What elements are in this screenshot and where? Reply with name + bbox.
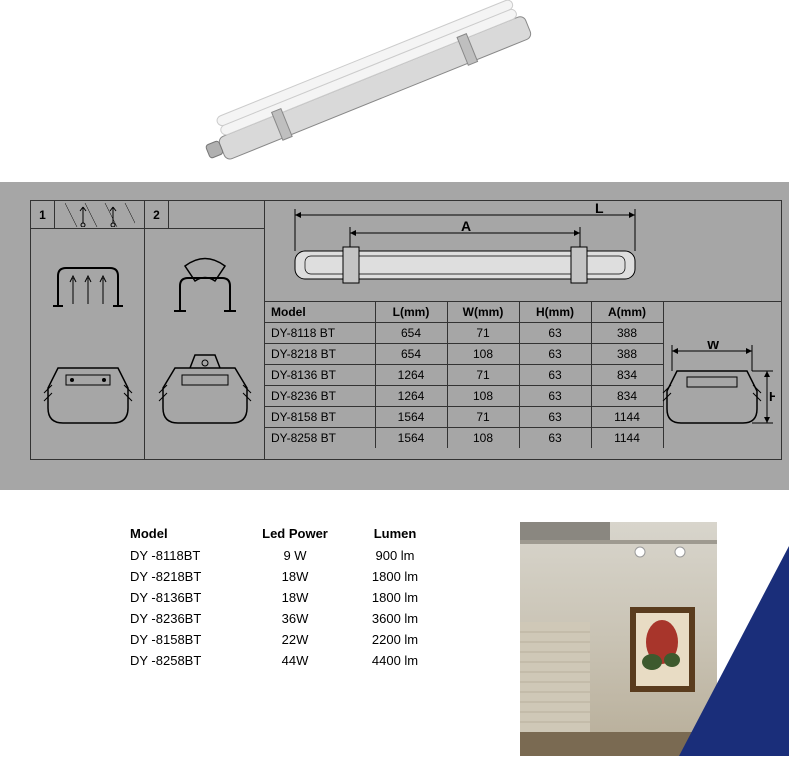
spec-band: 1 — [0, 182, 789, 490]
dim-table-header-row: Model L(mm) W(mm) H(mm) A(mm) — [265, 302, 663, 323]
cell-1-head-sketch — [55, 201, 144, 228]
table-row: DY -8236BT36W3600 lm — [130, 608, 450, 629]
fixture-end-2-icon — [150, 353, 260, 433]
table-row: DY-8218 BT65410863388 — [265, 344, 663, 365]
power-table-header-row: Model Led Power Lumen — [130, 522, 450, 545]
install-cell-1: 1 — [31, 201, 145, 459]
cell-1-number: 1 — [31, 201, 55, 228]
dim-l-label: L — [595, 201, 604, 216]
mount-bracket-2-icon — [160, 256, 250, 316]
table-row: DY -8218BT18W1800 lm — [130, 566, 450, 587]
mount-bracket-1-icon — [43, 256, 133, 316]
table-row: DY-8118 BT6547163388 — [265, 323, 663, 344]
dim-th-a: A(mm) — [591, 302, 663, 323]
table-row: DY -8136BT18W1800 lm — [130, 587, 450, 608]
cell-2-number: 2 — [145, 201, 169, 228]
power-table: Model Led Power Lumen DY -8118BT9 W900 l… — [130, 522, 520, 671]
svg-text:H: H — [769, 389, 775, 404]
product-drawing — [200, 0, 600, 160]
length-diagram: L A — [265, 201, 781, 301]
fixture-end-1-icon — [38, 353, 138, 433]
dim-th-model: Model — [265, 302, 375, 323]
spec-main-area: L A Model L(mm) — [265, 201, 781, 459]
dim-a-label: A — [461, 218, 471, 234]
dim-th-w: W(mm) — [447, 302, 519, 323]
install-cell-2: 2 — [145, 201, 265, 459]
svg-text:W: W — [707, 341, 720, 352]
table-row: DY-8236 BT126410863834 — [265, 386, 663, 407]
hero-product-area — [0, 0, 789, 182]
table-row: DY -8258BT44W4400 lm — [130, 650, 450, 671]
pow-th-model: Model — [130, 522, 250, 545]
pow-th-power: Led Power — [250, 522, 340, 545]
dim-th-h: H(mm) — [519, 302, 591, 323]
table-row: DY-8258 BT1564108631144 — [265, 428, 663, 449]
lower-section: Model Led Power Lumen DY -8118BT9 W900 l… — [0, 522, 789, 756]
spec-frame: 1 — [30, 200, 782, 460]
table-row: DY-8136 BT12647163834 — [265, 365, 663, 386]
dim-th-l: L(mm) — [375, 302, 447, 323]
cross-section-diagram: W H — [657, 341, 775, 456]
table-row: DY-8158 BT156471631144 — [265, 407, 663, 428]
blue-triangle — [679, 546, 789, 756]
pow-th-lumen: Lumen — [340, 522, 450, 545]
table-row: DY -8158BT22W2200 lm — [130, 629, 450, 650]
table-row: DY -8118BT9 W900 lm — [130, 545, 450, 566]
ambient-photo-area — [520, 522, 789, 756]
